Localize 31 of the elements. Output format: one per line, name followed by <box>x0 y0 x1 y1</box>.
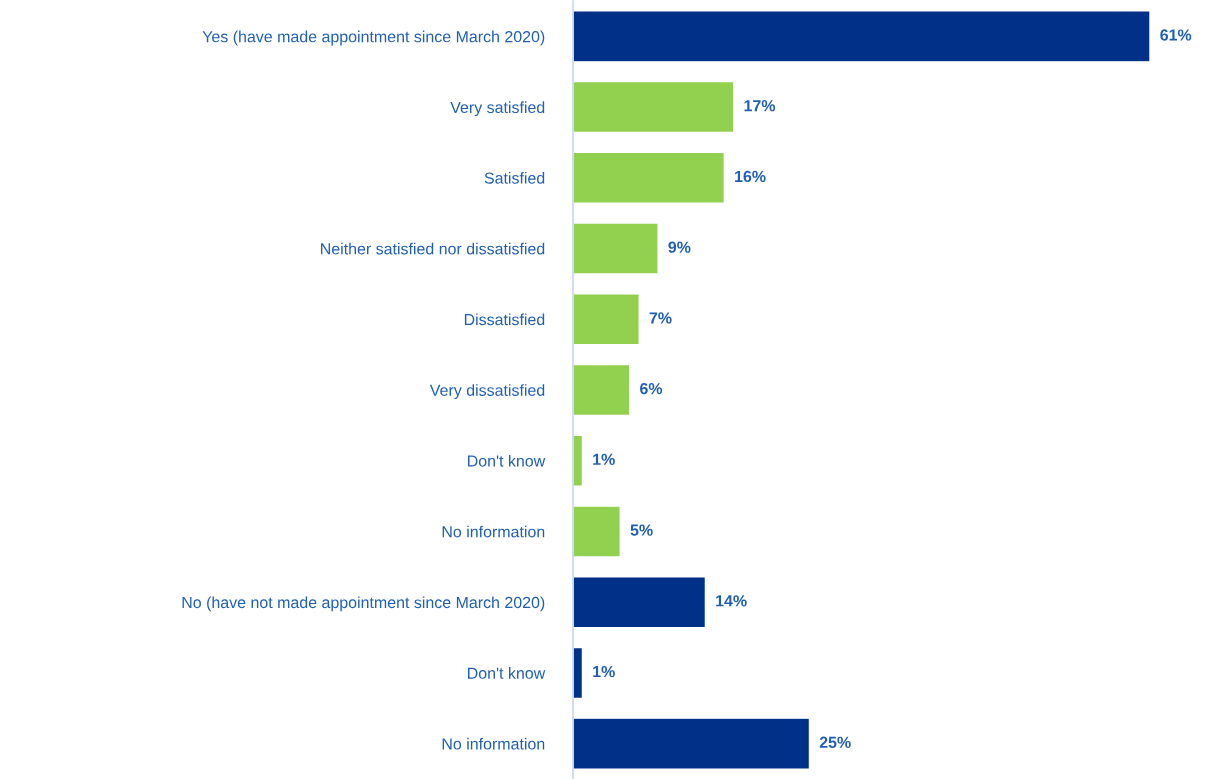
data-label: 5% <box>630 524 653 536</box>
bar <box>573 293 640 346</box>
bar <box>573 80 735 134</box>
y-tick-label: Satisfied <box>484 172 545 184</box>
data-label: 6% <box>640 382 663 395</box>
y-tick-label: Dissatisfied <box>464 313 545 326</box>
data-label: 61% <box>1160 29 1192 41</box>
y-tick-label: Don't know <box>468 667 546 679</box>
data-label: 1% <box>593 665 615 678</box>
data-label: 17% <box>744 100 776 112</box>
y-tick-label: Very dissatisfied <box>429 384 545 400</box>
y-tick-label: Yes (have made appointment since March 2020) <box>202 30 545 46</box>
y-tick-label: No information <box>442 525 545 538</box>
data-label: 25% <box>819 736 851 748</box>
y-tick-label: No information <box>442 737 545 750</box>
data-label: 14% <box>716 595 747 607</box>
y-tick-label: Very satisfied <box>450 101 545 117</box>
bar <box>573 151 726 204</box>
bar <box>573 222 659 275</box>
data-label: 9% <box>668 241 691 253</box>
data-label: 1% <box>593 453 615 465</box>
data-label: 16% <box>735 170 766 183</box>
y-tick-label: No (have not made appointment since March 2020) <box>182 596 545 612</box>
bar <box>573 10 1150 63</box>
y-tick-label: Neither satisfied nor dissatisfied <box>321 242 545 255</box>
bar <box>573 576 707 629</box>
data-label: 7% <box>649 312 672 324</box>
bar <box>573 363 631 417</box>
bar <box>573 717 811 770</box>
bar <box>573 505 621 558</box>
y-tick-label: Don't know <box>468 454 546 467</box>
